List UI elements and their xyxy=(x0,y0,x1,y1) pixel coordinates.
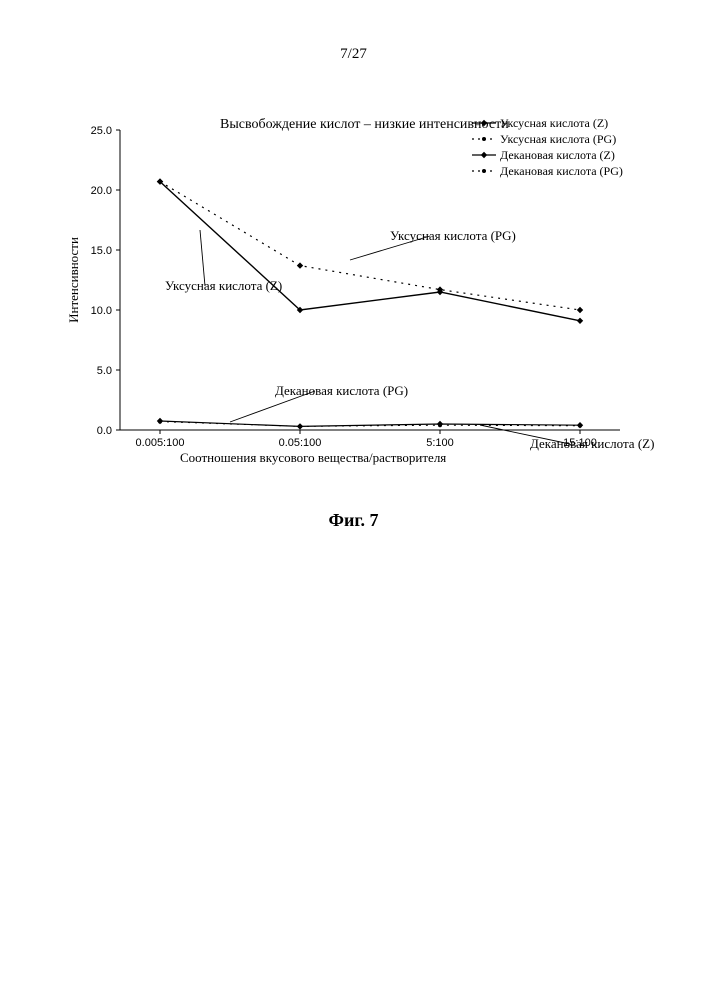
marker-dot xyxy=(438,423,442,427)
legend-label: Декановая кислота (PG) xyxy=(500,164,623,178)
y-tick-label: 5.0 xyxy=(97,365,112,377)
marker-diamond xyxy=(577,318,583,324)
series-line-3 xyxy=(160,422,580,427)
marker-dot xyxy=(578,424,582,428)
y-tick-label: 15.0 xyxy=(91,245,112,257)
y-tick-label: 25.0 xyxy=(91,125,112,137)
annotation-label: Декановая кислота (PG) xyxy=(275,383,408,398)
annotation-label: Уксусная кислота (PG) xyxy=(390,228,516,243)
annotation-label: Уксусная кислота (Z) xyxy=(165,278,282,293)
line-chart: 0.0 5.0 10.0 15.0 20.0 25.0 0.005:100 0.05:100 5… xyxy=(50,110,670,470)
x-tick-label: 0.005:100 xyxy=(136,437,185,449)
marker-diamond xyxy=(297,262,303,268)
marker-dot xyxy=(482,137,486,141)
y-tick-label: 0.0 xyxy=(97,425,112,437)
marker-dot xyxy=(482,169,486,173)
page-number: 7/27 xyxy=(0,46,707,63)
marker-dot xyxy=(298,424,302,428)
annotation-label: Декановая кислота (Z) xyxy=(530,436,654,451)
x-axis-title: Соотношения вкусового вещества/растворит… xyxy=(180,450,446,465)
figure-caption: Фиг. 7 xyxy=(0,510,707,531)
y-axis-label: Интенсивности xyxy=(66,237,81,323)
legend-label: Декановая кислота (Z) xyxy=(500,148,615,162)
x-tick-label: 0.05:100 xyxy=(279,437,322,449)
chart-container: 0.0 5.0 10.0 15.0 20.0 25.0 0.005:100 0.05:100 5… xyxy=(50,110,670,470)
y-tick-label: 20.0 xyxy=(91,185,112,197)
x-tick-label: 5:100 xyxy=(426,437,454,449)
marker-diamond xyxy=(577,307,583,313)
marker-dot xyxy=(158,420,162,424)
page: 7/27 0.0 5.0 10.0 15.0 20.0 25.0 0.005:100 0.05… xyxy=(0,0,707,1000)
series-line-0 xyxy=(160,182,580,321)
legend-label: Уксусная кислота (Z) xyxy=(500,116,608,130)
marker-diamond xyxy=(481,152,487,158)
y-tick-label: 10.0 xyxy=(91,305,112,317)
legend-label: Уксусная кислота (PG) xyxy=(500,132,616,146)
chart-title: Высвобождение кислот – низкие интенсивно… xyxy=(220,117,509,132)
